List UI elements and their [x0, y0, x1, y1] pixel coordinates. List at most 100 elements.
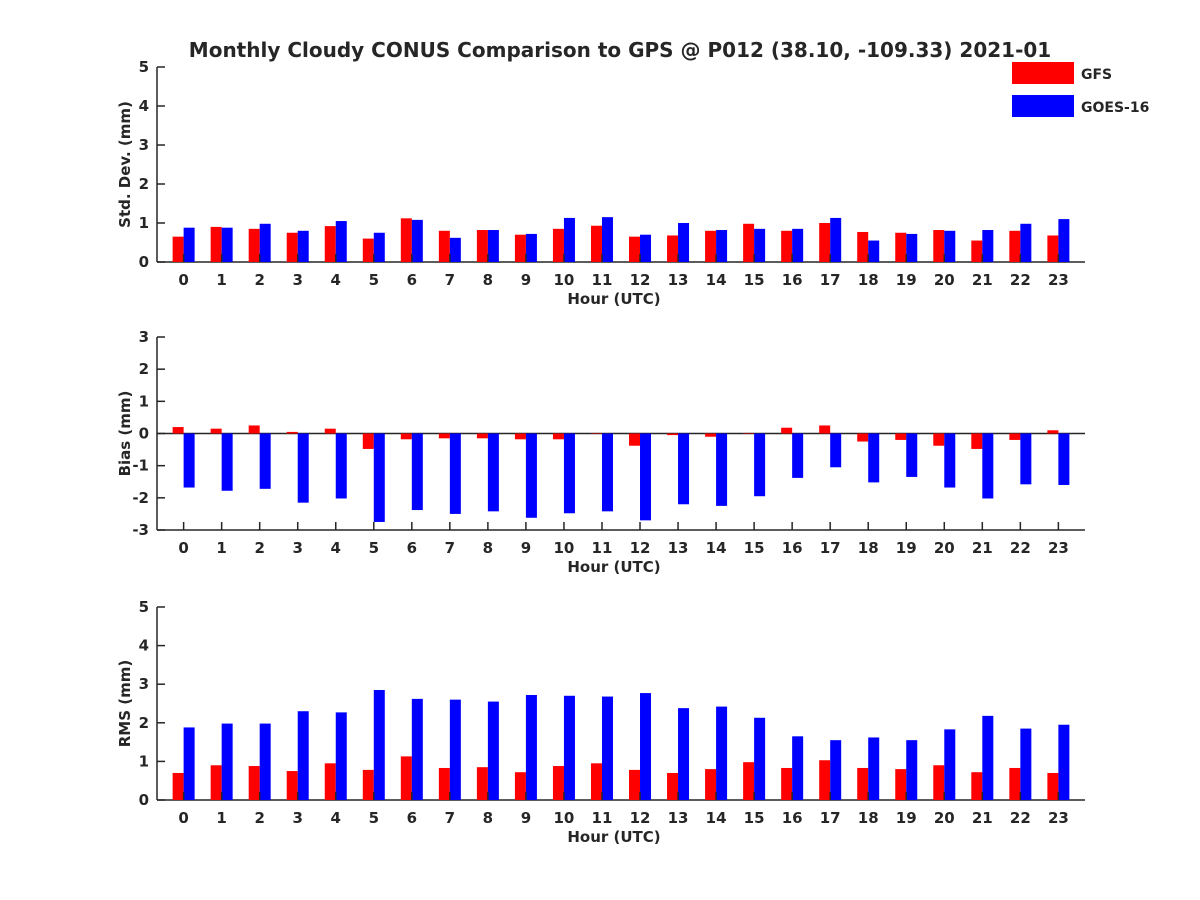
bar-gfs-hour-6	[400, 756, 412, 800]
x-tick-label: 10	[554, 271, 575, 289]
bar-gfs-hour-6	[400, 433, 412, 440]
bar-gfs-hour-21	[971, 240, 983, 262]
bar-gfs-hour-9	[514, 433, 526, 440]
x-tick-label: 21	[972, 539, 993, 557]
x-tick-label: 9	[521, 539, 531, 557]
bar-goes16-hour-15	[754, 228, 766, 262]
bar-gfs-hour-19	[895, 433, 907, 440]
bar-goes16-hour-4	[335, 221, 347, 262]
bar-goes16-hour-21	[982, 433, 994, 499]
y-tick-label: 3	[139, 136, 149, 154]
x-tick-label: 6	[407, 809, 417, 827]
bar-goes16-hour-12	[640, 234, 652, 262]
x-tick-label: 2	[254, 271, 264, 289]
bar-gfs-hour-16	[781, 230, 793, 262]
bar-goes16-hour-3	[297, 433, 309, 503]
y-tick-label: 1	[139, 214, 149, 232]
x-tick-label: 19	[896, 539, 917, 557]
bar-goes16-hour-17	[830, 740, 842, 800]
bar-goes16-hour-9	[525, 695, 537, 800]
x-tick-label: 9	[521, 271, 531, 289]
y-tick-label: 1	[139, 392, 149, 410]
bar-gfs-hour-15	[743, 223, 755, 262]
x-tick-label: 8	[483, 271, 493, 289]
y-tick-label: 0	[139, 425, 149, 443]
bar-gfs-hour-5	[362, 433, 374, 449]
bar-gfs-hour-21	[971, 772, 983, 800]
x-tick-label: 14	[706, 271, 727, 289]
bar-gfs-hour-1	[210, 765, 222, 800]
bar-gfs-hour-7	[438, 433, 450, 439]
bar-goes16-hour-13	[678, 223, 690, 262]
bar-goes16-hour-16	[792, 228, 804, 262]
y-tick-label: 4	[139, 637, 149, 655]
bar-gfs-hour-5	[362, 769, 374, 800]
bar-gfs-hour-8	[476, 433, 488, 439]
x-axis-label: Hour (UTC)	[567, 290, 660, 308]
bar-goes16-hour-11	[601, 217, 613, 262]
bar-goes16-hour-20	[944, 230, 956, 262]
x-tick-label: 21	[972, 271, 993, 289]
bar-gfs-hour-10	[552, 228, 564, 262]
bar-goes16-hour-9	[525, 433, 537, 518]
bar-gfs-hour-11	[590, 433, 602, 434]
bar-gfs-hour-16	[781, 767, 793, 800]
bar-goes16-hour-7	[449, 433, 461, 514]
x-tick-label: 2	[254, 809, 264, 827]
x-tick-label: 1	[216, 809, 226, 827]
bar-goes16-hour-17	[830, 433, 842, 468]
bar-goes16-hour-18	[868, 433, 880, 483]
bar-gfs-hour-18	[857, 433, 869, 442]
bar-gfs-hour-14	[705, 433, 717, 437]
bar-gfs-hour-4	[324, 763, 336, 800]
bar-goes16-hour-8	[487, 230, 499, 262]
bar-goes16-hour-22	[1020, 223, 1032, 262]
bar-goes16-hour-18	[868, 240, 880, 262]
y-tick-label: -3	[132, 521, 149, 539]
x-axis-label: Hour (UTC)	[567, 558, 660, 576]
y-tick-label: -1	[132, 457, 149, 475]
y-tick-label: 3	[139, 675, 149, 693]
bar-goes16-hour-13	[678, 433, 690, 505]
legend: GFS GOES-16	[1012, 62, 1149, 117]
bar-gfs-hour-2	[248, 228, 260, 262]
x-tick-label: 16	[782, 271, 803, 289]
bar-gfs-hour-12	[629, 236, 641, 262]
x-tick-label: 17	[820, 539, 841, 557]
bar-gfs-hour-4	[324, 428, 336, 434]
bar-goes16-hour-18	[868, 737, 880, 800]
x-tick-label: 0	[178, 539, 188, 557]
bar-gfs-hour-19	[895, 232, 907, 262]
x-tick-label: 9	[521, 809, 531, 827]
y-tick-label: 0	[139, 253, 149, 271]
x-tick-label: 6	[407, 271, 417, 289]
bar-gfs-hour-22	[1009, 433, 1021, 440]
bar-goes16-hour-14	[716, 230, 728, 262]
bar-goes16-hour-4	[335, 433, 347, 499]
y-tick-label: 2	[139, 714, 149, 732]
x-tick-label: 20	[934, 539, 955, 557]
bar-goes16-hour-6	[411, 433, 423, 511]
x-tick-label: 21	[972, 809, 993, 827]
x-tick-label: 4	[331, 271, 341, 289]
bar-goes16-hour-8	[487, 701, 499, 800]
x-tick-label: 23	[1048, 271, 1069, 289]
bar-gfs-hour-0	[172, 772, 184, 800]
y-tick-label: 0	[139, 791, 149, 809]
legend-swatch-gfs	[1012, 62, 1074, 84]
legend-label-goes16: GOES-16	[1081, 100, 1149, 116]
bar-gfs-hour-5	[362, 238, 374, 262]
bar-goes16-hour-3	[297, 230, 309, 262]
bar-gfs-hour-15	[743, 762, 755, 800]
bar-gfs-hour-10	[552, 433, 564, 440]
x-tick-label: 15	[744, 809, 765, 827]
x-tick-label: 20	[934, 809, 955, 827]
x-tick-label: 7	[445, 539, 455, 557]
bar-goes16-hour-1	[221, 227, 233, 262]
bar-goes16-hour-15	[754, 717, 766, 800]
bar-gfs-hour-8	[476, 230, 488, 262]
bar-goes16-hour-0	[183, 433, 195, 488]
legend-label-gfs: GFS	[1081, 67, 1112, 83]
bar-goes16-hour-5	[373, 689, 385, 800]
